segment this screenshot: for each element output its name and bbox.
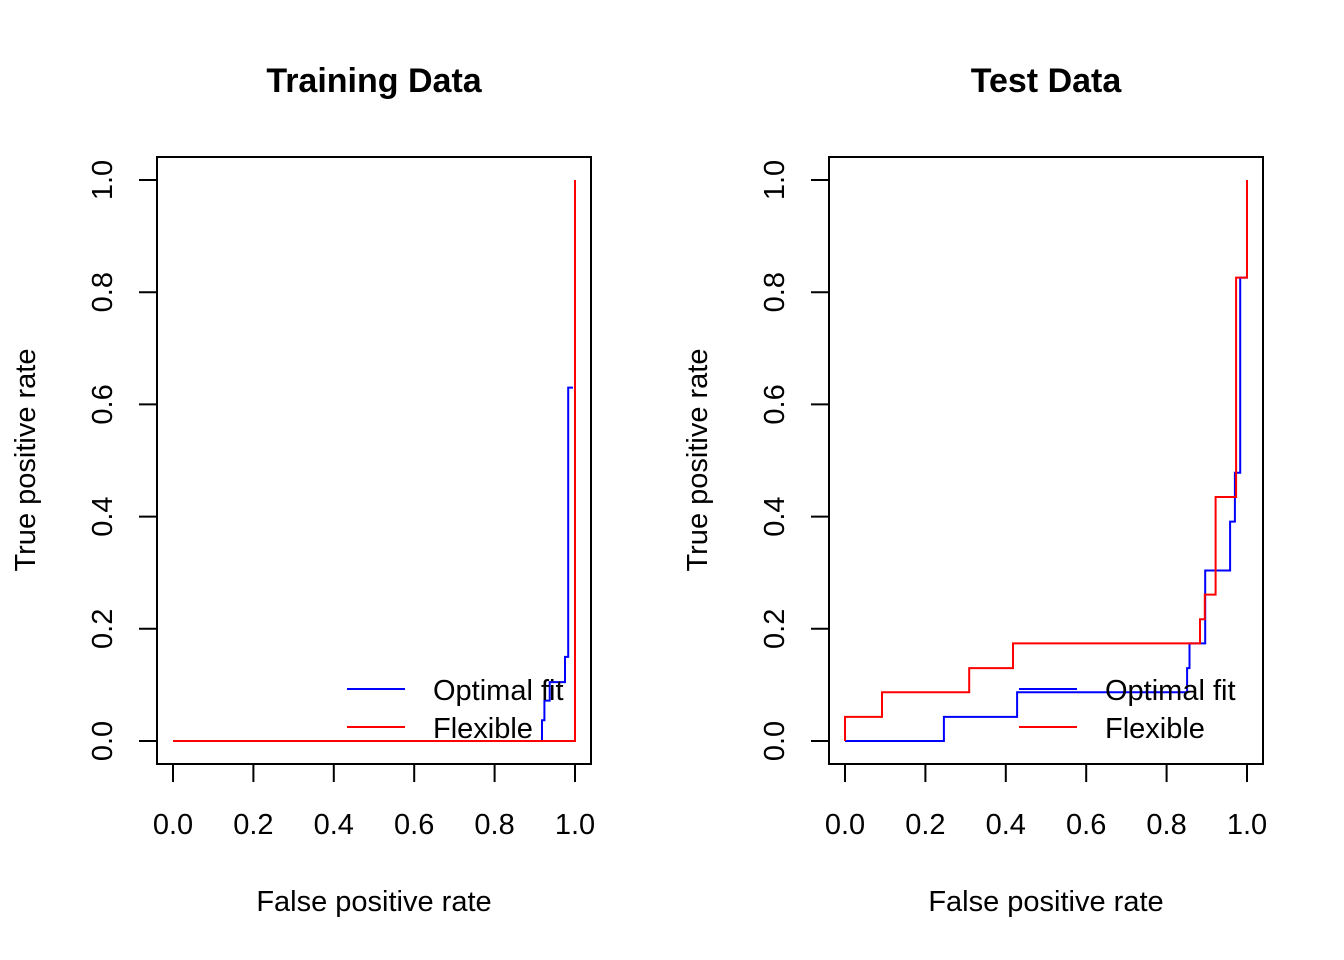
x-tick-label: 0.2 [905,809,945,841]
y-axis-label: True positive rate [10,349,42,572]
legend-label: Optimal fit [433,675,564,707]
x-tick-label: 0.0 [153,809,193,841]
y-tick-label: 0.0 [759,721,791,761]
plot-frame [828,156,1264,765]
test-data-panel: Test Data 0.0 0.2 0.4 0.6 0.8 1.0 0.0 0.2 0.4 0.6 0… [156,62,1267,918]
y-tick-label: 0.8 [759,272,791,312]
x-axis-label: False positive rate [256,886,491,918]
y-tick-label: 1.0 [87,160,119,200]
y-tick-label: 0.6 [87,384,119,424]
chart-title: Test Data [971,62,1123,100]
x-tick-label: 0.8 [1146,809,1186,841]
legend-label: Flexible [433,713,533,745]
series-line-flexible [844,180,1248,741]
series-line-optimal-fit [845,180,1248,742]
plot-frame [156,156,592,765]
training-data-panel: Training Data 0.0 0.2 0.4 0.6 0.8 1.0 0.0 0.2 0.4… [10,62,595,918]
x-tick-label: 0.0 [825,809,865,841]
x-tick-label: 0.8 [474,809,514,841]
x-tick-label: 0.4 [314,809,354,841]
y-tick-label: 0.4 [759,496,791,536]
y-tick-label: 1.0 [759,160,791,200]
y-tick-label: 0.6 [759,384,791,424]
legend-label: Flexible [1105,713,1205,745]
x-tick-label: 0.4 [986,809,1026,841]
x-tick-label: 1.0 [1227,809,1267,841]
y-tick-label: 0.4 [87,496,119,536]
x-tick-label: 0.6 [1066,809,1106,841]
x-axis-label: False positive rate [928,886,1163,918]
y-tick-label: 0.2 [87,609,119,649]
chart-title: Training Data [266,62,482,100]
series-line-optimal-fit [173,386,573,742]
y-tick-label: 0.2 [759,609,791,649]
y-axis-label: True positive rate [682,349,714,572]
legend-label: Optimal fit [1105,675,1236,707]
x-tick-label: 0.6 [394,809,434,841]
y-tick-label: 0.0 [87,721,119,761]
series-line-flexible [173,180,576,742]
x-tick-label: 0.2 [233,809,273,841]
x-tick-label: 1.0 [555,809,595,841]
y-tick-label: 0.8 [87,272,119,312]
